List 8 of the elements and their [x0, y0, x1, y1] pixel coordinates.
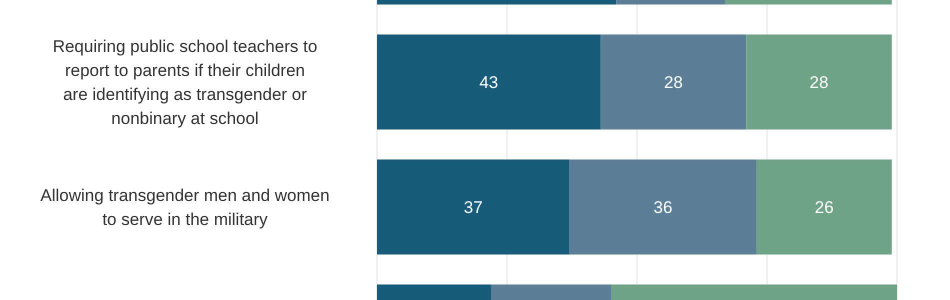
y-tick-label: Requiring public school teachers to report to parents if their children are identifying as transgender or nonbinary at school — [52, 36, 318, 128]
y-tick-label: Allowing transgender men and women to serve in the military — [40, 186, 330, 229]
data-label: 37 — [464, 198, 483, 217]
data-label: 28 — [664, 72, 683, 92]
data-label: 36 — [654, 198, 672, 217]
data-label: 43 — [479, 72, 498, 92]
data-label: 26 — [814, 198, 834, 217]
data-label: 28 — [810, 72, 828, 92]
